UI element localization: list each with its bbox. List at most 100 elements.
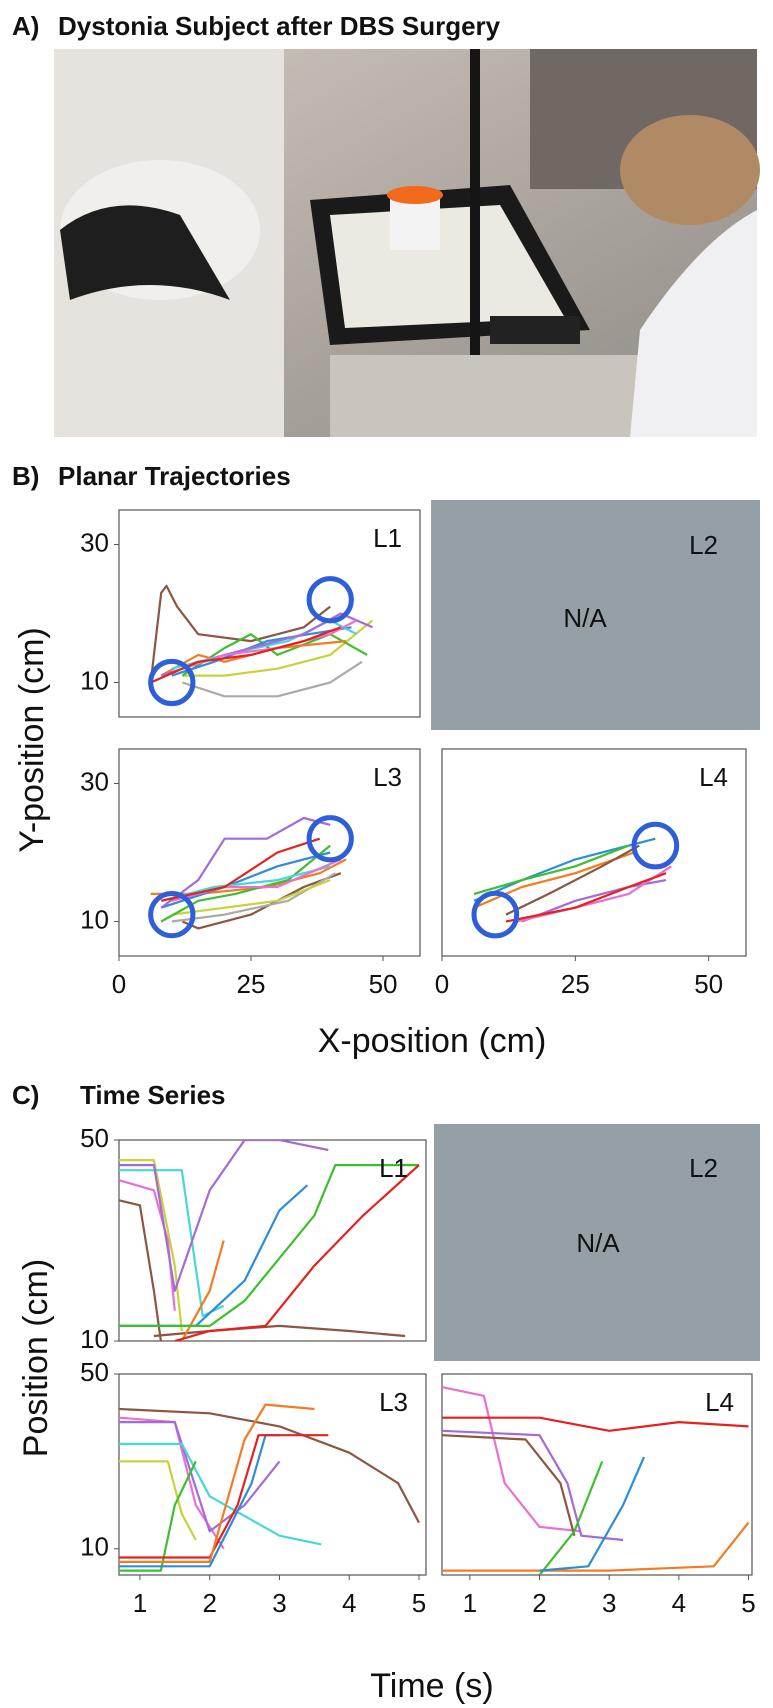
data-line (119, 1460, 197, 1541)
y-tick-label: 50 (80, 1123, 109, 1153)
x-tick-label: 1 (463, 1588, 477, 1618)
plot-area (473, 837, 672, 923)
x-tick-label: 25 (237, 969, 266, 999)
data-line (160, 816, 331, 909)
target-circle (631, 821, 680, 870)
data-line (160, 865, 331, 902)
x-tick-label: 50 (694, 969, 723, 999)
x-tick-label: 25 (561, 969, 590, 999)
panel-title: Planar Trajectories (58, 461, 291, 491)
panel-name: L1 (373, 523, 402, 553)
panel-name: L3 (373, 762, 402, 792)
plot-area (149, 584, 374, 698)
data-line (180, 1240, 225, 1341)
chart: L4 1 2 3 4 5 (441, 1373, 756, 1618)
chart: L1 10 50 (80, 1123, 427, 1354)
x-tick-label: 0 (112, 969, 126, 999)
x-tick-label: 0 (435, 969, 449, 999)
data-line (171, 626, 352, 677)
na-text: N/A (576, 1228, 620, 1258)
y-tick-label: 10 (80, 665, 109, 695)
photo (54, 49, 760, 437)
panel-title: Dystonia Subject after DBS Surgery (58, 11, 501, 41)
x-tick-label: 2 (202, 1588, 216, 1618)
panel-name: L2 (689, 1153, 718, 1183)
data-line (160, 640, 347, 677)
data-line (150, 626, 342, 684)
plot-frame (441, 748, 747, 957)
target-circle (306, 815, 354, 863)
data-line (119, 1407, 420, 1524)
data-line (473, 844, 630, 895)
plot-area (119, 1140, 420, 1341)
data-line (539, 1456, 646, 1572)
target-circle (306, 576, 354, 624)
plot-area (119, 1403, 420, 1572)
x-tick-label: 5 (412, 1588, 426, 1618)
panel-name: L3 (379, 1387, 408, 1417)
panel-name: L4 (699, 762, 728, 792)
panel-name: L1 (379, 1153, 408, 1183)
x-tick-label: 5 (741, 1588, 755, 1618)
panel-label: B) (12, 461, 39, 491)
na-text: N/A (563, 603, 607, 633)
data-line (119, 1434, 329, 1559)
data-line (153, 1324, 406, 1338)
data-line (174, 1164, 420, 1341)
data-line (119, 1159, 183, 1332)
x-axis-label: Time (s) (370, 1667, 493, 1705)
data-line (473, 837, 656, 902)
data-line (442, 1386, 582, 1533)
data-line (473, 851, 635, 909)
data-line (160, 837, 321, 902)
y-tick-label: 10 (80, 1324, 109, 1354)
panel-name: L4 (705, 1387, 734, 1417)
chart: L1 10 30 (80, 509, 421, 718)
chart: L4 0 25 50 (435, 748, 747, 999)
data-line (171, 879, 331, 916)
panel-label: C) (12, 1080, 39, 1110)
x-tick-label: 3 (602, 1588, 616, 1618)
data-line (521, 879, 667, 923)
na-panel (431, 500, 760, 730)
plot-area (150, 816, 347, 930)
data-line (182, 619, 374, 677)
data-line (505, 872, 667, 923)
data-line (182, 660, 363, 698)
x-axis-label: X-position (cm) (318, 1022, 547, 1060)
data-line (160, 844, 331, 923)
target-circle (471, 890, 520, 939)
data-line (119, 1421, 281, 1533)
data-line (171, 858, 342, 902)
x-tick-label: 2 (532, 1588, 546, 1618)
y-tick-label: 10 (80, 1532, 109, 1562)
target-circle (148, 658, 196, 707)
data-line (442, 1429, 624, 1542)
data-line (442, 1416, 749, 1432)
target-circle (148, 890, 196, 939)
y-axis-label: Y-position (cm) (13, 627, 51, 852)
chart: L3 10 30 0 25 50 (80, 748, 421, 999)
x-tick-label: 3 (272, 1588, 286, 1618)
data-line (119, 1140, 329, 1292)
na-panel (434, 1124, 760, 1361)
data-line (119, 1199, 162, 1341)
y-tick-label: 30 (80, 527, 109, 557)
plot-frame (118, 509, 421, 718)
data-line (119, 1460, 197, 1572)
x-tick-label: 50 (369, 969, 398, 999)
data-line (119, 1164, 419, 1327)
y-tick-label: 10 (80, 904, 109, 934)
y-tick-label: 50 (80, 1357, 109, 1387)
data-line (181, 872, 342, 930)
x-tick-label: 4 (342, 1588, 356, 1618)
x-tick-label: 4 (672, 1588, 686, 1618)
y-axis-label: Position (cm) (17, 1259, 55, 1457)
plot-frame (118, 748, 421, 957)
data-line (149, 584, 331, 683)
data-line (505, 844, 640, 916)
data-line (442, 1521, 750, 1572)
chart: L3 10 50 1 2 3 4 5 (80, 1357, 427, 1618)
plot-area (442, 1386, 750, 1575)
